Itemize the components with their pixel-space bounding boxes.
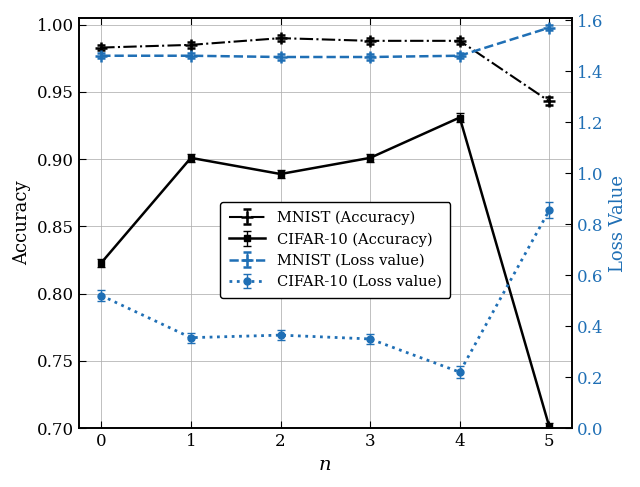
- Legend: MNIST (Accuracy), CIFAR-10 (Accuracy), MNIST (Loss value), CIFAR-10 (Loss value): MNIST (Accuracy), CIFAR-10 (Accuracy), M…: [220, 202, 451, 298]
- X-axis label: n: n: [319, 456, 332, 474]
- Y-axis label: Accuracy: Accuracy: [13, 181, 31, 265]
- Y-axis label: Loss Value: Loss Value: [609, 175, 627, 272]
